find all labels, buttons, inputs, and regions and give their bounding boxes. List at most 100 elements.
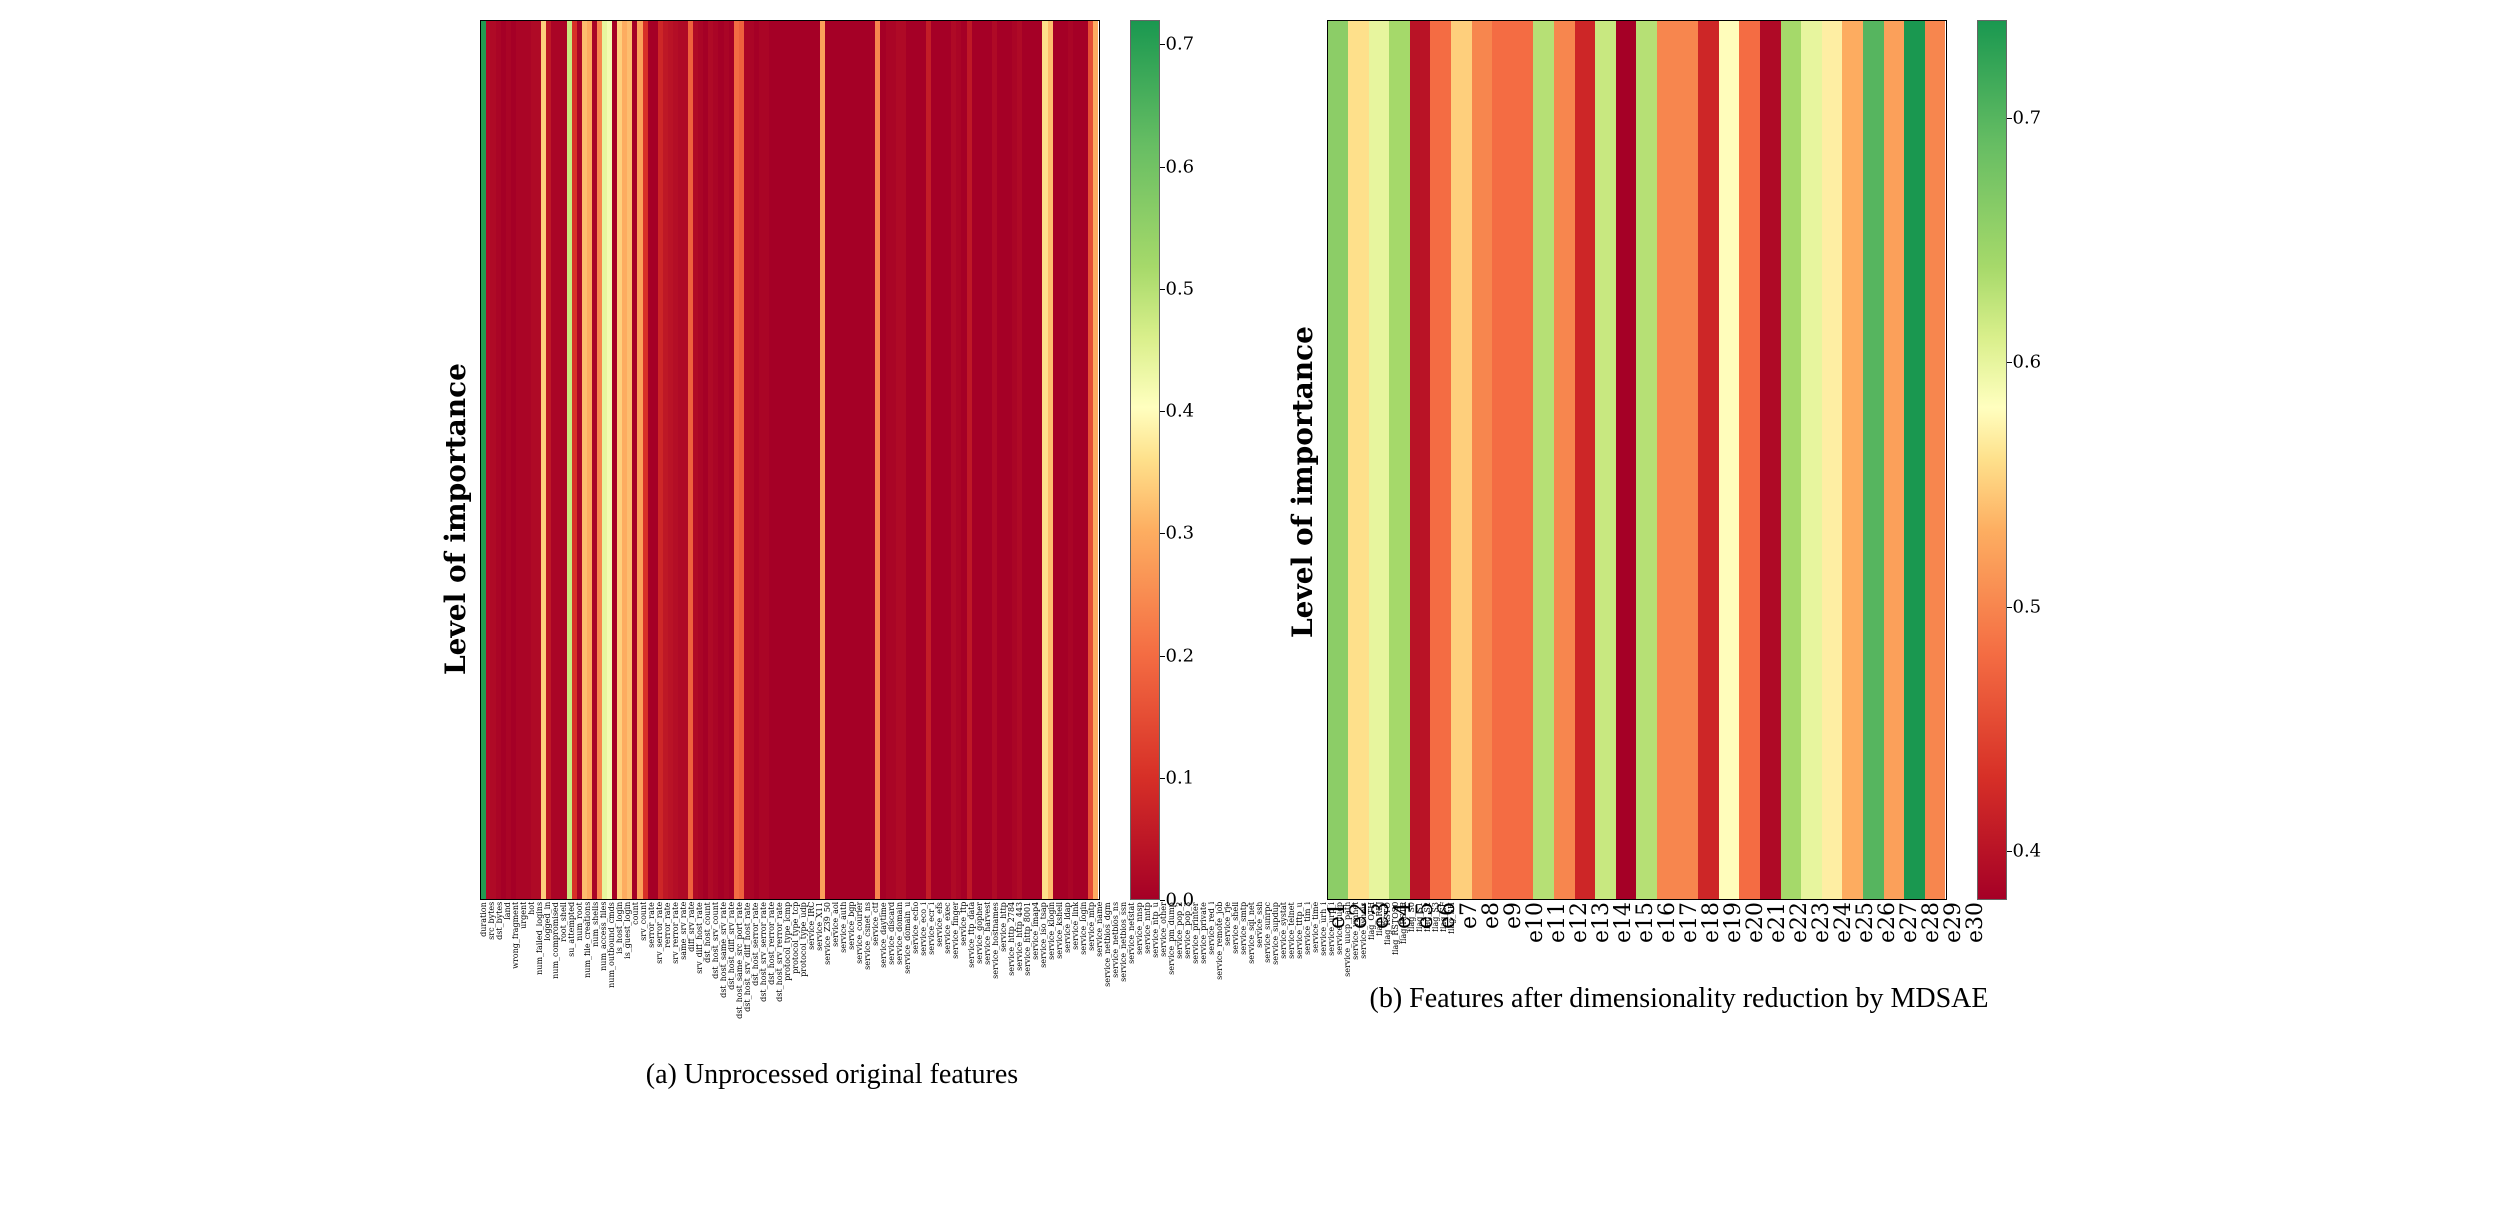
heatmap-stripe bbox=[1698, 21, 1719, 899]
colorbar-tick-mark bbox=[1160, 167, 1165, 168]
heatmap-stripe bbox=[1678, 21, 1699, 899]
ylabel-a: Level of importance bbox=[439, 363, 472, 675]
x-tick-label: service_netbios_dgm bbox=[1104, 902, 1112, 1019]
x-tick-label: service_imap4 bbox=[1032, 902, 1040, 1019]
colorbar-tick-mark bbox=[1160, 533, 1165, 534]
x-tick-label: service_rje bbox=[1224, 902, 1232, 1019]
x-tick-label: service_pm_dump bbox=[1168, 902, 1176, 1019]
heatmap-stripe bbox=[1554, 21, 1575, 899]
x-tick-label: e16 bbox=[1657, 902, 1679, 943]
x-tick-label: service_telnet bbox=[1288, 902, 1296, 1019]
heatmap-stripe bbox=[1801, 21, 1822, 899]
x-tick-label: service_courier bbox=[856, 902, 864, 1019]
x-tick-label: service_ftp bbox=[960, 902, 968, 1019]
x-tick-label: urgent bbox=[520, 902, 528, 1019]
x-tick-label: service_sunrpc bbox=[1264, 902, 1272, 1019]
x-tick-label: e11 bbox=[1547, 902, 1569, 943]
x-tick-label: service_exec bbox=[944, 902, 952, 1019]
colorbar-tick-mark bbox=[1160, 656, 1165, 657]
colorbar-tick-mark bbox=[2007, 118, 2012, 119]
heatmap-stripe bbox=[1328, 21, 1349, 899]
x-tick-label: service_discard bbox=[888, 902, 896, 1019]
colorbar-tick-label: 0.1 bbox=[1166, 767, 1195, 788]
heatmap-stripe bbox=[1822, 21, 1843, 899]
x-tick-label: service_http_2784 bbox=[1008, 902, 1016, 1019]
x-tick-label: service_iso_tsap bbox=[1040, 902, 1048, 1019]
heatmap-stripe bbox=[1636, 21, 1657, 899]
xticks-b: e1e2e3e4e5e6e7e8e9e10e11e12e13e14e15e16e… bbox=[1327, 902, 1947, 943]
x-tick-label: service_nnsp bbox=[1136, 902, 1144, 1019]
x-tick-label: rerror_rate bbox=[664, 902, 672, 1019]
x-tick-label: serror_rate bbox=[648, 902, 656, 1019]
x-tick-label: service_link bbox=[1072, 902, 1080, 1019]
heatmap-stripe bbox=[1739, 21, 1760, 899]
caption-a: (a) Unprocessed original features bbox=[646, 1059, 1018, 1091]
x-tick-label: service_efs bbox=[936, 902, 944, 1019]
heatmap-area-b: Level of importance e1e2e3e4e5e6e7e8e9e1… bbox=[1286, 20, 1947, 943]
x-tick-label: num_compromised bbox=[552, 902, 560, 1019]
colorbar-tick-label: 0.4 bbox=[2013, 841, 2042, 862]
colorbar-tick-mark bbox=[1160, 411, 1165, 412]
x-tick-label: e8 bbox=[1481, 902, 1503, 943]
x-tick-label: service_private bbox=[1200, 902, 1208, 1019]
x-tick-label: service_nntp bbox=[1144, 902, 1152, 1019]
colorbar-tick-mark bbox=[1160, 900, 1165, 901]
x-tick-label: e12 bbox=[1569, 902, 1591, 943]
x-tick-label: su_attempted bbox=[568, 902, 576, 1019]
x-tick-label: service_domain_u bbox=[904, 902, 912, 1019]
x-tick-label: service_other bbox=[1160, 902, 1168, 1019]
heatmap-stripe bbox=[1430, 21, 1451, 899]
x-tick-label: service_ctf bbox=[872, 902, 880, 1019]
x-tick-label: dst_host_srv_count bbox=[712, 902, 720, 1019]
x-tick-label: protocol_type_icmp bbox=[784, 902, 792, 1019]
x-tick-label: service_supdup bbox=[1272, 902, 1280, 1019]
figure-container: Level of importance durationsrc_bytesdst… bbox=[20, 20, 2491, 1091]
x-tick-label: num_failed_logins bbox=[536, 902, 544, 1019]
x-tick-label: service_gopher bbox=[976, 902, 984, 1019]
x-tick-label: service_kshell bbox=[1056, 902, 1064, 1019]
x-tick-label: dst_host_same_srv_rate bbox=[720, 902, 728, 1019]
x-tick-label: dst_host_srv_serror_rate bbox=[760, 902, 768, 1019]
x-tick-label: e28 bbox=[1921, 902, 1943, 943]
x-tick-label: e5 bbox=[1415, 902, 1437, 943]
x-tick-label: e2 bbox=[1349, 902, 1371, 943]
heatmap-stripe bbox=[1719, 21, 1740, 899]
x-tick-label: e25 bbox=[1855, 902, 1877, 943]
heatmap-stripe bbox=[1389, 21, 1410, 899]
x-tick-label: service_X11 bbox=[816, 902, 824, 1019]
x-tick-label: service_domain bbox=[896, 902, 904, 1019]
heatmap-with-xticks-b: e1e2e3e4e5e6e7e8e9e10e11e12e13e14e15e16e… bbox=[1327, 20, 1947, 943]
x-tick-label: e15 bbox=[1635, 902, 1657, 943]
x-tick-label: wrong_fragment bbox=[512, 902, 520, 1019]
x-tick-label: count bbox=[632, 902, 640, 1019]
x-tick-label: service_smtp bbox=[1240, 902, 1248, 1019]
x-tick-label: service_http_8001 bbox=[1024, 902, 1032, 1019]
colorbar-tick-label: 0.5 bbox=[1166, 278, 1195, 299]
heatmap-a bbox=[480, 20, 1100, 900]
x-tick-label: logged_in bbox=[544, 902, 552, 1019]
heatmap-stripe bbox=[1884, 21, 1905, 899]
colorbar-block-b: 0.40.50.60.7 bbox=[1977, 20, 2073, 943]
x-tick-label: e14 bbox=[1613, 902, 1635, 943]
x-tick-label: service_hostnames bbox=[992, 902, 1000, 1019]
x-tick-label: service_IRC bbox=[808, 902, 816, 1019]
heatmap-stripe bbox=[1657, 21, 1678, 899]
heatmap-stripe bbox=[1513, 21, 1534, 899]
x-tick-label: e10 bbox=[1525, 902, 1547, 943]
x-tick-label: service_auth bbox=[840, 902, 848, 1019]
x-tick-label: service_systat bbox=[1280, 902, 1288, 1019]
x-tick-label: service_mtp bbox=[1088, 902, 1096, 1019]
heatmap-area-a: Level of importance durationsrc_bytesdst… bbox=[439, 20, 1100, 1019]
x-tick-label: num_shells bbox=[592, 902, 600, 1019]
colorbar-tick-label: 0.7 bbox=[1166, 34, 1195, 55]
x-tick-label: e3 bbox=[1371, 902, 1393, 943]
ylabel-b: Level of importance bbox=[1286, 326, 1319, 638]
x-tick-label: service_harvest bbox=[984, 902, 992, 1019]
colorbar-block-a: 0.00.10.20.30.40.50.60.7 bbox=[1130, 20, 1226, 1019]
colorbar-tick-mark bbox=[2007, 851, 2012, 852]
x-tick-label: service_echo bbox=[912, 902, 920, 1019]
colorbar-tick-mark bbox=[1160, 44, 1165, 45]
heatmap-stripe bbox=[1904, 21, 1925, 899]
x-tick-label: dst_host_rerror_rate bbox=[768, 902, 776, 1019]
x-tick-label: e9 bbox=[1503, 902, 1525, 943]
